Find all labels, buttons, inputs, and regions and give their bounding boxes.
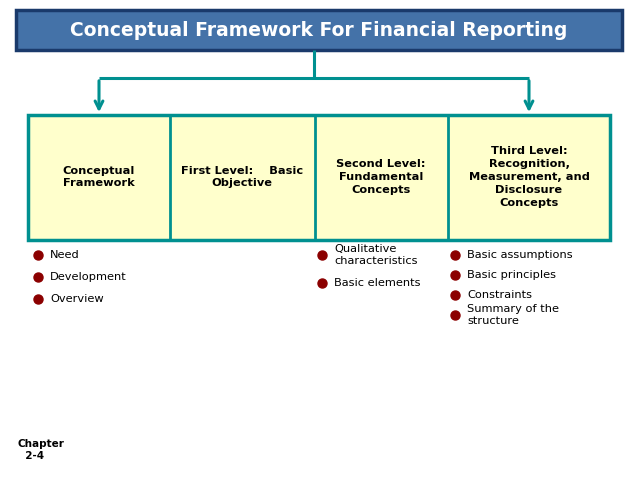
- Text: Summary of the
structure: Summary of the structure: [467, 304, 559, 326]
- Text: Chapter
  2-4: Chapter 2-4: [18, 439, 65, 461]
- Text: Need: Need: [50, 250, 80, 260]
- Text: Basic principles: Basic principles: [467, 270, 556, 280]
- Text: Overview: Overview: [50, 294, 103, 304]
- Text: First Level:    Basic
Objective: First Level: Basic Objective: [181, 166, 303, 188]
- Text: Development: Development: [50, 272, 127, 282]
- Text: Basic elements: Basic elements: [334, 278, 420, 288]
- Text: Constraints: Constraints: [467, 290, 532, 300]
- Bar: [16, 10, 622, 50]
- Text: Conceptual
Framework: Conceptual Framework: [63, 166, 135, 188]
- Text: Second Level:
Fundamental
Concepts: Second Level: Fundamental Concepts: [336, 159, 426, 195]
- Text: Basic assumptions: Basic assumptions: [467, 250, 573, 260]
- Bar: [28, 115, 610, 240]
- Text: Third Level:
Recognition,
Measurement, and
Disclosure
Concepts: Third Level: Recognition, Measurement, a…: [468, 147, 590, 207]
- Text: Qualitative
characteristics: Qualitative characteristics: [334, 244, 417, 266]
- Text: Conceptual Framework For Financial Reporting: Conceptual Framework For Financial Repor…: [70, 21, 568, 39]
